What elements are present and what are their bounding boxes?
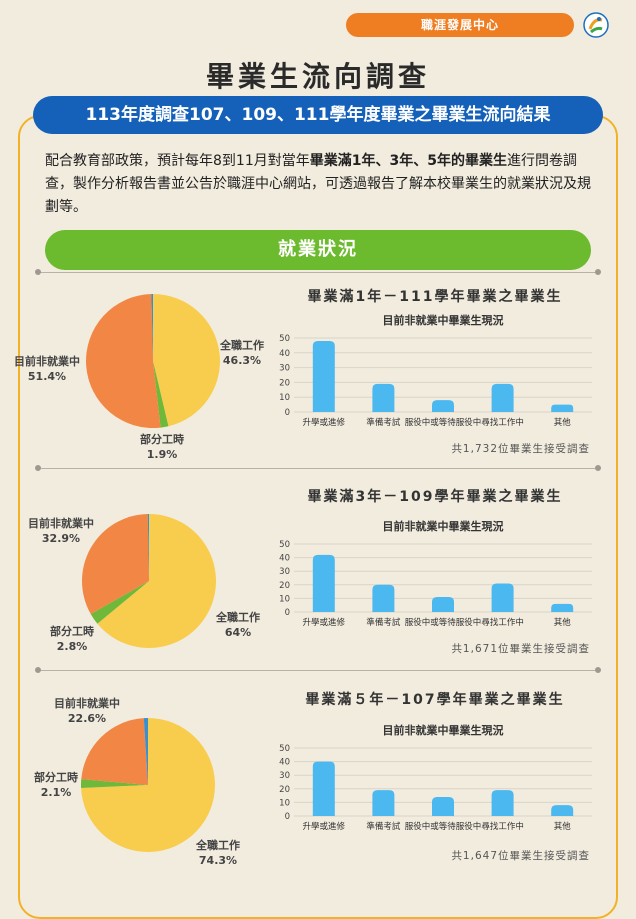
y-tick-label: 40 [279, 349, 290, 359]
y-tick-label: 30 [279, 567, 290, 577]
pie-label-part-time: 部分工時 1.9% [140, 433, 184, 461]
divider [35, 465, 601, 471]
pie-slice-other [147, 514, 149, 581]
y-tick-label: 20 [279, 785, 290, 795]
panel-title-5yr: 畢業滿５年－107學年畢業之畢業生 [305, 692, 565, 708]
y-tick-label: 40 [279, 758, 290, 768]
pie-label-part-time: 部分工時 2.8% [50, 625, 94, 653]
pie-slice-not-employed [82, 514, 149, 615]
survey-total-note: 共1,647位畢業生接受調查 [451, 850, 590, 862]
bar [491, 383, 514, 412]
y-tick-label: 10 [279, 798, 290, 808]
page-title: 畢業生流向調查 [205, 60, 430, 93]
x-tick-label: 其他 [554, 417, 572, 428]
bar [432, 796, 454, 816]
pie-slice-full-time [97, 514, 216, 648]
pie-slice-not-employed [86, 294, 161, 428]
y-tick-label: 50 [279, 540, 290, 550]
bar-chart-title: 目前非就業中畢業生現況 [383, 313, 504, 327]
y-tick-label: 40 [279, 554, 290, 564]
y-tick-label: 10 [279, 393, 290, 403]
bar [372, 790, 395, 816]
x-tick-label: 其他 [554, 821, 572, 832]
y-tick-label: 0 [285, 608, 290, 618]
x-tick-label: 準備考試 [366, 617, 401, 628]
pie-label-full-time: 全職工作 74.3% [196, 839, 240, 867]
bar [312, 761, 335, 816]
y-tick-label: 20 [279, 581, 290, 591]
pie-slice-part-time [153, 361, 169, 428]
pie-label-full-time: 全職工作 64% [216, 611, 260, 639]
y-tick-label: 50 [279, 744, 290, 754]
x-tick-label: 升學或進修 [303, 821, 346, 832]
y-tick-label: 30 [279, 364, 290, 374]
bar-chart-title: 目前非就業中畢業生現況 [383, 723, 504, 737]
bar-chart-5yr: 目前非就業中畢業生現況 0 10 20 30 40 50 升學或進修 準備考試 服役中或等待服役中… [279, 723, 592, 832]
pie-label-part-time: 部分工時 2.1% [34, 771, 78, 799]
y-tick-label: 50 [279, 334, 290, 344]
bar [312, 554, 335, 612]
x-tick-label: 尋找工作中 [481, 821, 524, 832]
pie-chart-1yr [86, 294, 221, 428]
pie-slice-full-time [81, 718, 216, 852]
pie-slice-part-time [90, 581, 149, 624]
bar-chart-title: 目前非就業中畢業生現況 [383, 519, 504, 533]
x-tick-label: 升學或進修 [303, 617, 346, 628]
bar [491, 583, 514, 612]
pie-label-not-employed: 目前非就業中 32.9% [28, 517, 94, 545]
survey-total-note: 共1,671位畢業生接受調查 [451, 643, 590, 655]
pie-slice-full-time [153, 294, 221, 427]
pie-label-not-employed: 目前非就業中 51.4% [14, 355, 80, 383]
pie-slice-other [151, 294, 153, 361]
panel-title-3yr: 畢業滿3年－109學年畢業之畢業生 [307, 489, 563, 505]
divider [35, 269, 601, 275]
intro-paragraph: 配合教育部政策，預計每年8到11月對當年畢業滿1年、3年、5年的畢業生進行問卷調… [45, 153, 591, 215]
x-tick-label: 服役中或等待服役中 [405, 617, 482, 628]
x-tick-label: 準備考試 [366, 821, 401, 832]
y-tick-label: 0 [285, 812, 290, 822]
x-tick-label: 升學或進修 [303, 417, 346, 428]
bar [432, 597, 454, 612]
x-tick-label: 其他 [554, 617, 572, 628]
bar [372, 383, 395, 412]
pie-slice-part-time [81, 779, 148, 788]
pie-label-not-employed: 目前非就業中 22.6% [54, 697, 120, 725]
bar [491, 790, 514, 816]
y-tick-label: 30 [279, 771, 290, 781]
y-tick-label: 0 [285, 408, 290, 418]
bar [372, 584, 395, 612]
x-tick-label: 服役中或等待服役中 [405, 417, 482, 428]
career-center-logo-icon [583, 12, 609, 38]
career-center-badge[interactable]: 職涯發展中心 [346, 13, 574, 37]
x-tick-label: 尋找工作中 [481, 617, 524, 628]
pie-slice-other [143, 718, 148, 785]
x-tick-label: 尋找工作中 [481, 417, 524, 428]
pie-chart-3yr [82, 514, 216, 648]
bar [312, 340, 335, 412]
pie-slice-not-employed [81, 718, 148, 785]
x-tick-label: 服役中或等待服役中 [405, 821, 482, 832]
pie-label-full-time: 全職工作 46.3% [220, 339, 264, 367]
bar-chart-1yr: 目前非就業中畢業生現況 0 10 20 30 40 50 升學或進修 準備考試 服役中或等待服役中… [279, 313, 592, 428]
x-tick-label: 準備考試 [366, 417, 401, 428]
intro-bold-text: 畢業滿1年、3年、5年的畢業生 [309, 153, 507, 169]
bar [432, 400, 454, 412]
bar [551, 805, 574, 816]
survey-subtitle: 113年度調查107、109、111學年度畢業之畢業生流向結果 [33, 96, 603, 134]
bar [551, 404, 574, 412]
y-tick-label: 10 [279, 594, 290, 604]
panel-title-1yr: 畢業滿1年－111學年畢業之畢業生 [307, 289, 563, 305]
pie-chart-5yr [81, 718, 216, 852]
survey-total-note: 共1,732位畢業生接受調查 [451, 443, 590, 455]
y-tick-label: 20 [279, 378, 290, 388]
bar [551, 603, 574, 612]
section-employment-status: 就業狀況 [45, 230, 591, 270]
bar-chart-3yr: 目前非就業中畢業生現況 0 10 20 30 40 50 升學或進修 準備考試 服役中或等待服役中… [279, 519, 592, 628]
divider [35, 667, 601, 673]
